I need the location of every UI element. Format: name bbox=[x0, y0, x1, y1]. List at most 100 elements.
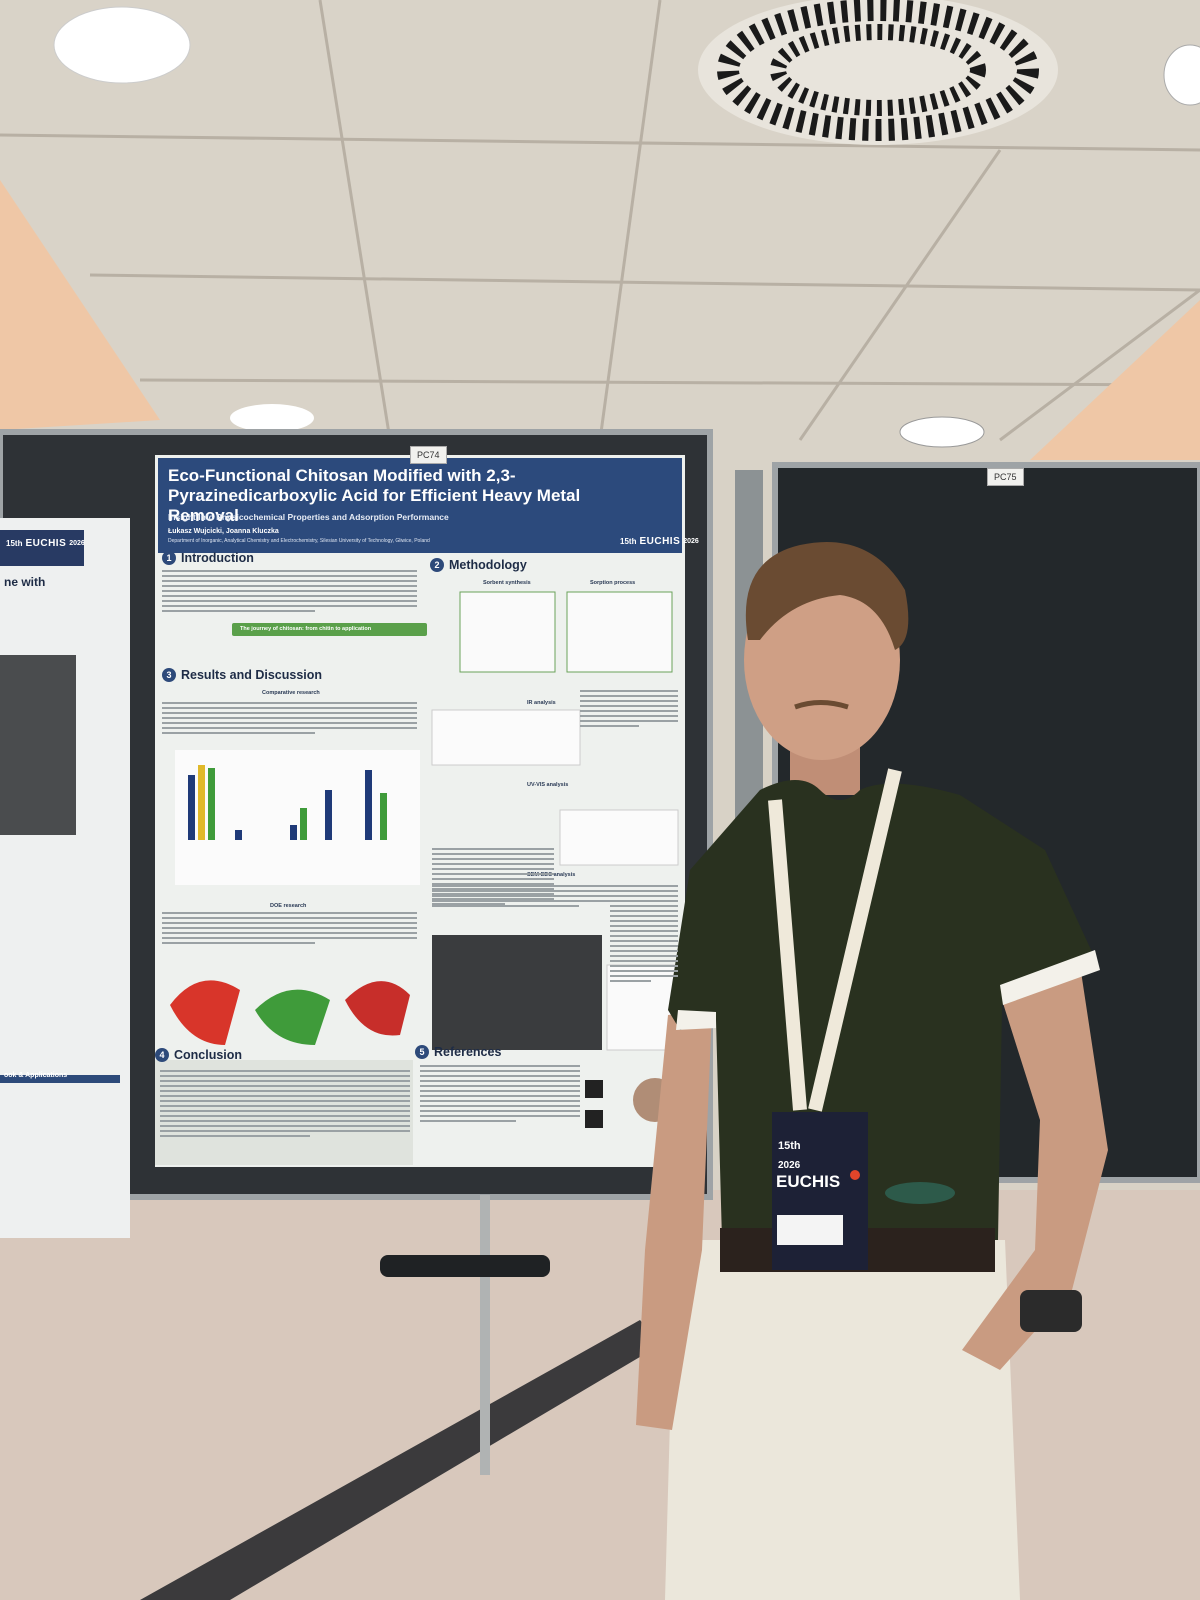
section-heading: 2 Methodology bbox=[430, 558, 527, 572]
text-line bbox=[580, 715, 678, 717]
text-line bbox=[162, 912, 417, 914]
text-line bbox=[432, 885, 677, 887]
text-line bbox=[420, 1105, 580, 1107]
text-line bbox=[420, 1100, 580, 1102]
text-line bbox=[162, 605, 417, 607]
text-line bbox=[162, 600, 417, 602]
logo-name: EUCHIS bbox=[25, 538, 67, 549]
text-line bbox=[432, 848, 554, 850]
uv-spectrum bbox=[559, 809, 679, 866]
text-line bbox=[610, 905, 678, 907]
ceiling-grid bbox=[0, 0, 1200, 442]
text-line bbox=[432, 858, 554, 860]
logo-year: 2026 bbox=[683, 538, 699, 545]
text-line bbox=[610, 900, 678, 902]
text-line bbox=[160, 1090, 410, 1092]
logo-name: EUCHIS bbox=[639, 536, 681, 547]
board-sign: PC74 bbox=[410, 446, 447, 464]
text-line bbox=[610, 955, 678, 957]
lanyard bbox=[768, 768, 902, 1112]
text-line bbox=[162, 937, 417, 939]
subheading: Comparative research bbox=[262, 690, 320, 696]
text-line bbox=[432, 890, 677, 892]
section-heading: 4 Conclusion bbox=[155, 1048, 242, 1062]
moustache bbox=[794, 700, 849, 710]
section-number: 2 bbox=[430, 558, 444, 572]
poster-affiliation: Department of Inorganic, Analytical Chem… bbox=[168, 538, 430, 544]
logo-year: 2026 bbox=[69, 540, 85, 547]
sticker bbox=[885, 1182, 955, 1204]
arm bbox=[636, 1010, 712, 1430]
text-line bbox=[160, 1070, 410, 1072]
text-line bbox=[160, 1080, 410, 1082]
floor-stripe bbox=[140, 1320, 660, 1600]
text-line bbox=[432, 863, 554, 865]
text-line bbox=[610, 885, 678, 887]
neighbour-heading-bar bbox=[0, 1075, 120, 1083]
subheading: IR analysis bbox=[527, 700, 556, 706]
text-line bbox=[162, 575, 417, 577]
text-line bbox=[432, 905, 579, 907]
text-line bbox=[610, 930, 678, 932]
text-line bbox=[610, 975, 678, 977]
vent-slats bbox=[770, 24, 986, 116]
text-line bbox=[420, 1115, 580, 1117]
subheading: The journey of chitosan: from chitin to … bbox=[240, 626, 372, 632]
neighbour-figure bbox=[0, 655, 76, 835]
text-line bbox=[610, 935, 678, 937]
text-line bbox=[162, 712, 417, 714]
text-line bbox=[580, 725, 639, 727]
text-line bbox=[162, 702, 417, 704]
text-line bbox=[420, 1075, 580, 1077]
text-line bbox=[432, 893, 554, 895]
ir-spectrum bbox=[431, 709, 581, 766]
text-line bbox=[432, 903, 506, 905]
text-line bbox=[610, 920, 678, 922]
text-line bbox=[432, 868, 554, 870]
neighbour-poster bbox=[0, 518, 130, 1238]
wall bbox=[0, 180, 160, 430]
text-line bbox=[160, 1130, 410, 1132]
section-number: 3 bbox=[162, 668, 176, 682]
bag bbox=[380, 1255, 550, 1277]
text-line bbox=[162, 727, 417, 729]
text-line bbox=[610, 980, 651, 982]
watch bbox=[1020, 1290, 1082, 1332]
sleeve-trim bbox=[676, 1010, 716, 1030]
text-line bbox=[160, 1135, 310, 1137]
text-line bbox=[580, 720, 678, 722]
text-line bbox=[162, 707, 417, 709]
ceiling-light bbox=[230, 404, 314, 432]
text-line bbox=[420, 1095, 580, 1097]
text-line bbox=[160, 1125, 410, 1127]
text-line bbox=[610, 940, 678, 942]
text-line bbox=[432, 853, 554, 855]
text-line bbox=[432, 883, 554, 885]
text-line bbox=[160, 1110, 410, 1112]
text-line bbox=[162, 595, 417, 597]
text-line bbox=[610, 960, 678, 962]
text-line bbox=[420, 1090, 580, 1092]
subheading: DOE research bbox=[270, 903, 307, 909]
text-line bbox=[432, 873, 554, 875]
ceiling-light bbox=[53, 6, 191, 84]
text-line bbox=[580, 710, 678, 712]
subheading: Sorption process bbox=[590, 580, 636, 586]
subheading: Sorbent synthesis bbox=[483, 580, 531, 586]
badge-name-card bbox=[777, 1215, 843, 1245]
text-line bbox=[162, 722, 417, 724]
trousers bbox=[665, 1240, 1020, 1600]
poster-subtitle: Insight Into Physicochemical Properties … bbox=[168, 512, 449, 522]
text-line bbox=[580, 700, 678, 702]
logo-edition: 15th bbox=[6, 539, 23, 548]
text-line bbox=[580, 695, 678, 697]
surface-plots bbox=[170, 980, 410, 1045]
section-heading: 1 Introduction bbox=[162, 551, 254, 565]
text-line bbox=[160, 1075, 410, 1077]
text-line bbox=[432, 895, 677, 897]
sem-images bbox=[432, 935, 602, 1050]
arm bbox=[962, 965, 1108, 1370]
poster-chart-bars bbox=[188, 765, 387, 840]
